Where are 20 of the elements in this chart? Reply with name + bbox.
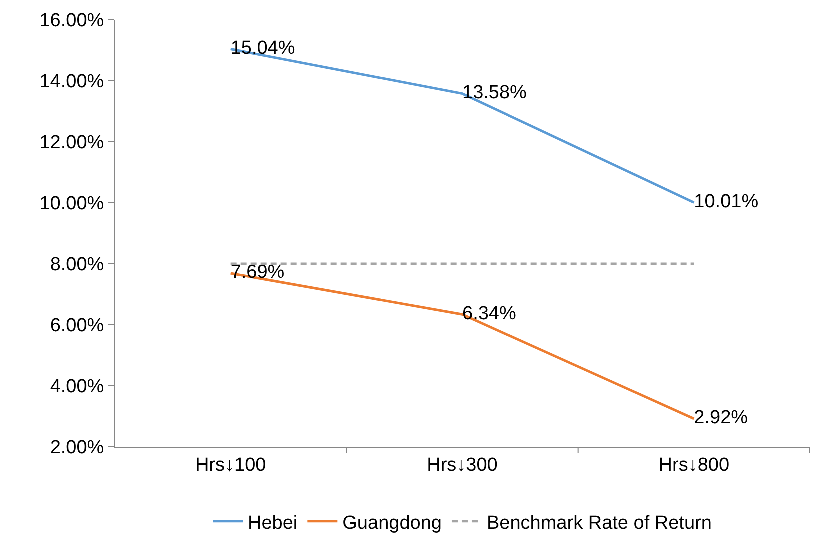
y-tick-label: 4.00% <box>50 376 104 398</box>
data-label: 10.01% <box>694 191 759 212</box>
y-tick-label: 6.00% <box>50 316 104 337</box>
data-label: 2.92% <box>694 408 748 429</box>
legend-label: Hebei <box>248 512 298 534</box>
data-label: 6.34% <box>462 303 516 324</box>
y-tick-label: 10.00% <box>40 194 104 215</box>
x-tick-label: Hrs↓800 <box>658 454 730 476</box>
y-tick-label: 16.00% <box>40 10 104 32</box>
y-tick-label: 2.00% <box>50 438 104 459</box>
y-tick-label: 14.00% <box>40 72 104 93</box>
x-tick-label: Hrs↓300 <box>427 454 498 476</box>
x-tick-label: Hrs↓100 <box>195 454 266 476</box>
y-tick-label: 12.00% <box>40 132 104 154</box>
legend-label: Guangdong <box>342 512 442 534</box>
data-label: 15.04% <box>230 38 296 60</box>
y-tick-label: 8.00% <box>50 254 104 276</box>
data-label: 7.69% <box>230 262 285 284</box>
legend-label: Benchmark Rate of Return <box>486 512 712 534</box>
data-label: 13.58% <box>462 82 528 104</box>
